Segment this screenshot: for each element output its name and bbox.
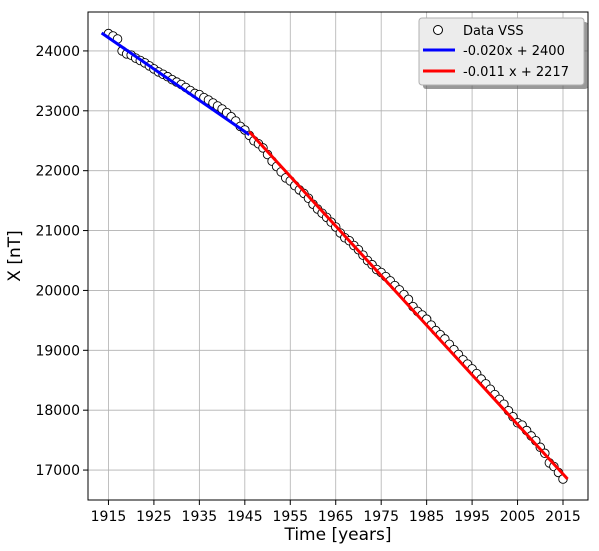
x-axis-label: Time [years] [283,525,391,545]
legend-label-data-vss: Data VSS [463,24,524,39]
x-tick-label: 1925 [136,509,172,525]
x-tick-label: 1975 [363,509,399,525]
y-tick-label: 23000 [35,104,80,120]
y-axis-label: X [nT] [5,230,25,281]
legend-box [418,17,585,86]
legend: Data VSS -0.020x + 2400 -0.011 x + 2217 [418,17,588,89]
x-tick-label: 1955 [272,509,308,525]
plot-series [100,28,569,484]
x-tick-label: 2015 [545,509,581,525]
x-tick-label: 1935 [182,509,218,525]
y-axis: 17000 18000 19000 20000 21000 22000 23000 24000 [35,44,88,479]
fit-line-red [248,130,569,481]
y-tick-label: 17000 [35,463,80,479]
fit-line-blue [100,31,251,136]
x-tick-label: 1965 [318,509,354,525]
y-tick-label: 20000 [35,283,80,299]
legend-label-blue-fit: -0.020x + 2400 [463,44,565,59]
legend-marker-data-vss [433,25,443,35]
x-axis: 1915 1925 1935 1945 1955 1965 1975 1985 1995 2005… [91,500,581,525]
y-tick-label: 19000 [35,343,80,359]
y-tick-label: 21000 [35,224,80,240]
y-tick-label: 18000 [35,403,80,419]
x-tick-label: 1995 [454,509,490,525]
x-tick-label: 1915 [91,509,127,525]
y-tick-label: 22000 [35,164,80,180]
y-tick-label: 24000 [35,44,80,60]
legend-label-red-fit: -0.011 x + 2217 [463,65,569,80]
x-tick-label: 2005 [500,509,536,525]
x-tick-label: 1985 [409,509,445,525]
x-tick-label: 1945 [227,509,263,525]
plot-frame [87,11,589,501]
